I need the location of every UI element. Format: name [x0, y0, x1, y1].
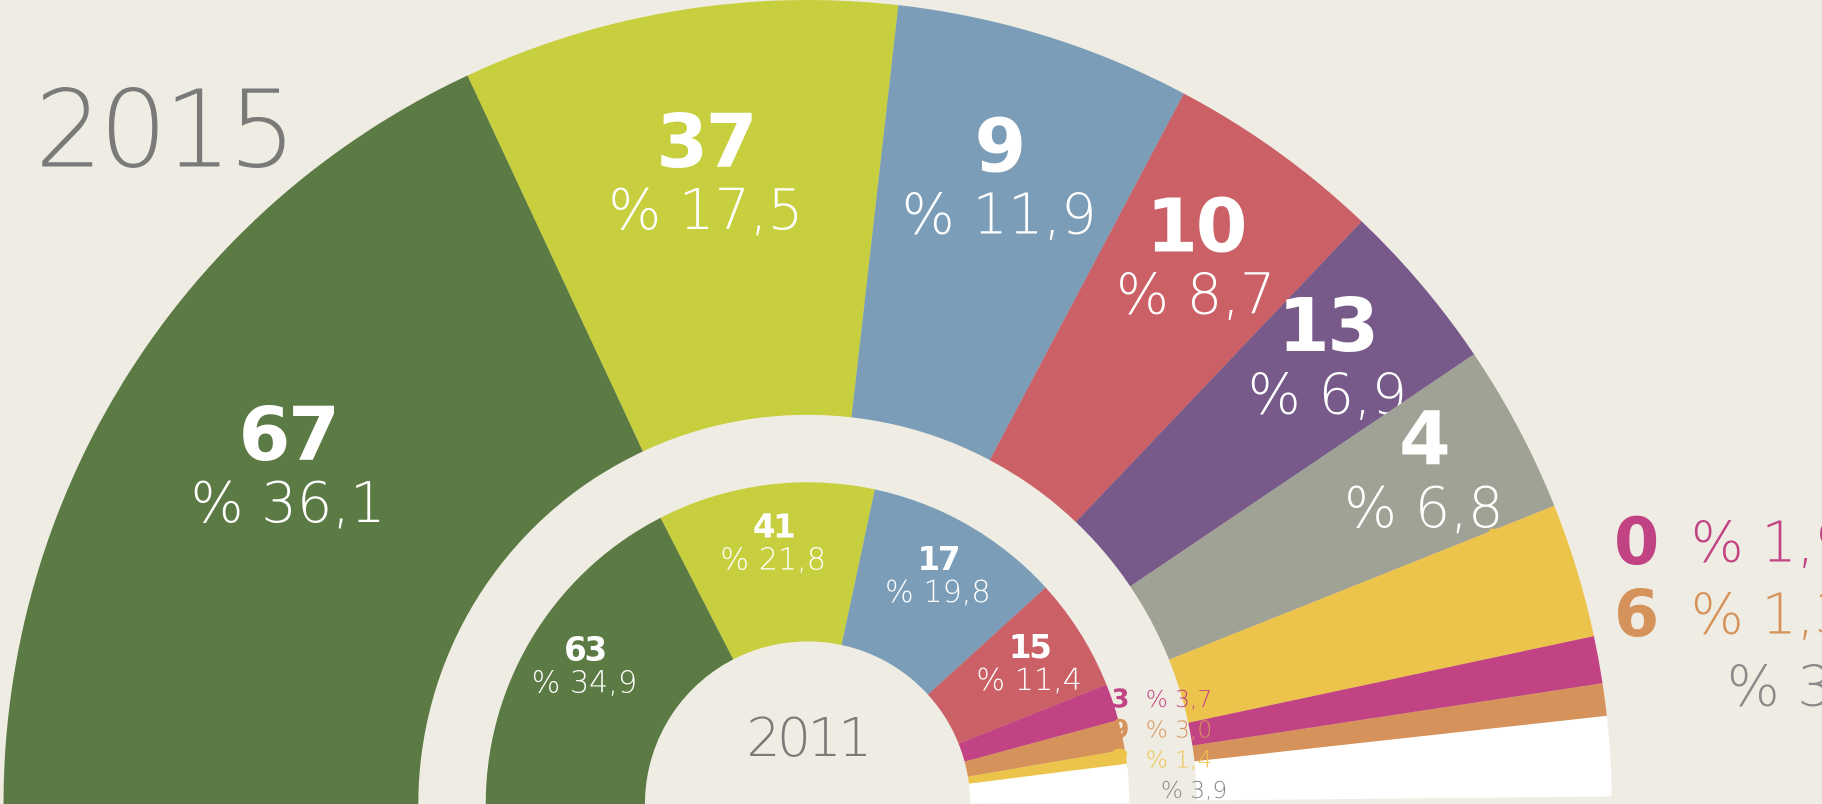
slice — [968, 763, 1130, 804]
value-label: % 1,3 — [1691, 582, 1822, 647]
value-label: % 3,7 — [1146, 686, 1212, 713]
slice — [964, 720, 1125, 777]
seat-label: 4 — [1465, 514, 1514, 601]
slice — [927, 587, 1107, 744]
seat-label: 9 — [1112, 715, 1130, 745]
slice — [1188, 636, 1603, 746]
slice — [851, 5, 1184, 461]
slice — [485, 517, 734, 804]
slice — [967, 749, 1127, 784]
seat-label: 10 — [1146, 182, 1245, 269]
chart-title: 2011 — [747, 706, 869, 769]
value-label: % 1,9 — [1691, 510, 1822, 575]
slice — [660, 482, 875, 660]
value-label: % 1,4 — [1146, 747, 1212, 774]
value-label: % 3,0 — [1146, 716, 1212, 743]
value-label: % 11,4 — [976, 663, 1082, 698]
value-label: % 6,9 — [1248, 362, 1407, 427]
slice — [1075, 221, 1475, 587]
value-label: % 6,8 — [1344, 476, 1503, 541]
value-label: % 3,2 — [1727, 654, 1822, 719]
seat-label: 37 — [656, 98, 755, 185]
value-label: % 8,7 — [1116, 262, 1275, 327]
slice — [841, 489, 1046, 695]
seat-label: 0 — [1614, 505, 1659, 580]
value-label: % 21,8 — [720, 543, 826, 578]
slice — [467, 0, 899, 452]
slice — [1169, 505, 1594, 723]
chart-title: 2015 — [35, 68, 293, 192]
seat-label: 4 — [1399, 396, 1448, 483]
seat-label: 13 — [1278, 282, 1377, 369]
value-label: % 36,1 — [191, 471, 386, 536]
slice — [1194, 715, 1612, 801]
value-label: % 11,9 — [902, 183, 1097, 248]
seat-label: 15 — [1009, 628, 1050, 666]
slice — [1130, 354, 1555, 660]
value-label: % 34,9 — [532, 666, 638, 701]
slice — [3, 75, 643, 804]
value-label: % 3,9 — [1161, 777, 1227, 804]
value-label: % 17,5 — [608, 178, 803, 243]
slice — [1192, 683, 1607, 762]
seat-label: 41 — [753, 508, 794, 546]
seat-label: 6 — [1614, 577, 1659, 652]
seat-label: 67 — [239, 391, 338, 478]
seat-label: 17 — [918, 540, 959, 578]
value-label: % 19,8 — [885, 575, 991, 610]
seat-label: 3 — [1112, 685, 1130, 715]
slice — [989, 93, 1362, 523]
slice — [958, 684, 1119, 762]
seat-label: 9 — [975, 102, 1024, 189]
seat-label: 63 — [564, 631, 605, 669]
